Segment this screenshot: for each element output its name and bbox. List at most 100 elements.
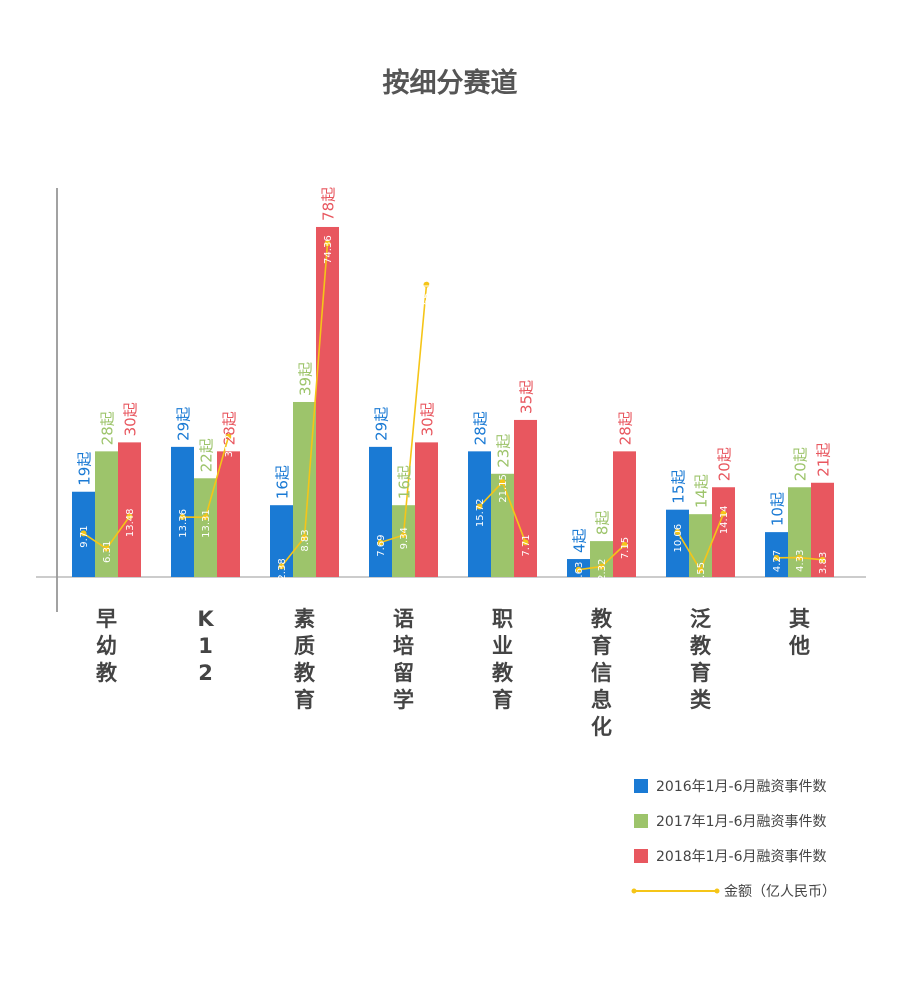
amount-point [377, 539, 384, 546]
amount-point [301, 534, 308, 541]
amount-point [400, 532, 407, 539]
legend-line-dot [714, 888, 720, 894]
count-label: 19起 [76, 452, 94, 486]
bars-layer [72, 226, 834, 577]
count-label: 15起 [670, 470, 688, 504]
bar [369, 446, 392, 577]
category-label: 泛教育类 [690, 607, 712, 712]
count-label: 30起 [419, 402, 437, 436]
count-label: 29起 [175, 407, 193, 441]
count-label: 4起 [571, 529, 589, 554]
count-label: 20起 [716, 447, 734, 481]
amount-point [126, 513, 133, 520]
bar [392, 505, 415, 577]
bar [118, 442, 141, 577]
amount-point [522, 539, 529, 546]
bar [171, 446, 194, 577]
legend: 2016年1月-6月融资事件数 2017年1月-6月融资事件数 2018年1月-6月… [631, 779, 836, 900]
amount-point [179, 514, 186, 521]
amount-label: 65.15 [422, 277, 433, 306]
amount-point [499, 479, 506, 486]
amount-label: 7.15 [620, 537, 631, 559]
amount-point [80, 530, 87, 537]
amount-point [819, 556, 826, 563]
count-label: 10起 [769, 492, 787, 526]
amount-label: 7.69 [376, 534, 387, 556]
amount-label: 4.27 [772, 550, 783, 572]
amount-point [225, 433, 232, 440]
count-label: 21起 [815, 443, 833, 477]
amount-point [598, 563, 605, 570]
category-label: 教育信息化 [591, 607, 613, 739]
amount-point [103, 545, 110, 552]
count-label: 78起 [320, 187, 338, 221]
amount-label: 9.34 [399, 527, 410, 549]
count-label: 35起 [518, 380, 536, 414]
amount-point [621, 541, 628, 548]
legend-label: 2018年1月-6月融资事件数 [656, 849, 827, 865]
count-label: 16起 [274, 465, 292, 499]
amount-point [720, 510, 727, 517]
legend-label: 金额（亿人民币） [724, 884, 836, 900]
amount-point [575, 566, 582, 573]
count-label: 16起 [396, 465, 414, 499]
amount-label: 13.31 [201, 509, 212, 538]
category-label: 素质教育 [294, 607, 316, 712]
count-label: 23起 [495, 434, 513, 468]
category-label: 其他 [788, 607, 810, 658]
count-label: 28起 [221, 411, 239, 445]
bar [468, 451, 491, 577]
bar [765, 532, 788, 577]
amount-label: 14.14 [719, 506, 730, 535]
bar [788, 487, 811, 577]
legend-swatch [634, 779, 648, 793]
amount-label: 6.31 [102, 541, 113, 563]
amount-label: 8.83 [300, 529, 311, 551]
count-label: 14起 [693, 474, 711, 508]
amount-label: 1.63 [574, 562, 585, 584]
bar [613, 451, 636, 577]
count-label: 30起 [122, 402, 140, 436]
amount-label: 1.55 [696, 562, 707, 584]
amount-label: 15.72 [475, 498, 486, 527]
count-label: 28起 [617, 411, 635, 445]
count-label: 28起 [99, 411, 117, 445]
bar [491, 473, 514, 577]
amount-label: 3.83 [818, 552, 829, 574]
count-label: 28起 [472, 411, 490, 445]
amount-point [697, 567, 704, 574]
amount-label: 2.32 [597, 559, 608, 581]
amount-label: 31.27 [224, 429, 235, 458]
amount-point [324, 240, 331, 247]
amount-label: 21.15 [498, 474, 509, 503]
amount-label: 7.71 [521, 534, 532, 556]
amount-point [674, 528, 681, 535]
amount-label: 2.38 [277, 558, 288, 580]
count-label: 8起 [594, 511, 612, 536]
amount-lines-layer [80, 240, 826, 574]
legend-swatch [634, 814, 648, 828]
count-label: 20起 [792, 447, 810, 481]
amount-point [476, 503, 483, 510]
amount-point [202, 514, 209, 521]
legend-label: 2016年1月-6月融资事件数 [656, 779, 827, 795]
bar [194, 478, 217, 577]
amount-label: 13.36 [178, 509, 189, 538]
amount-label: 10.06 [673, 524, 684, 553]
bar [666, 509, 689, 577]
category-label: 语培留学 [393, 607, 414, 712]
amount-label: 13.48 [125, 509, 136, 538]
amount-label: 9.71 [79, 525, 90, 547]
bar [415, 442, 438, 577]
category-label: 职业教育 [492, 607, 514, 712]
legend-line-dot [631, 888, 637, 894]
legend-swatch [634, 849, 648, 863]
labels-layer: 19起 9.71 28起 6.31 30起 13.48 早幼教 29起 13.36 22起 13.3… [76, 187, 833, 739]
count-label: 22起 [198, 438, 216, 472]
bar [712, 487, 735, 577]
bar [217, 451, 240, 577]
bar [316, 226, 339, 577]
amount-label: 4.33 [795, 550, 806, 572]
